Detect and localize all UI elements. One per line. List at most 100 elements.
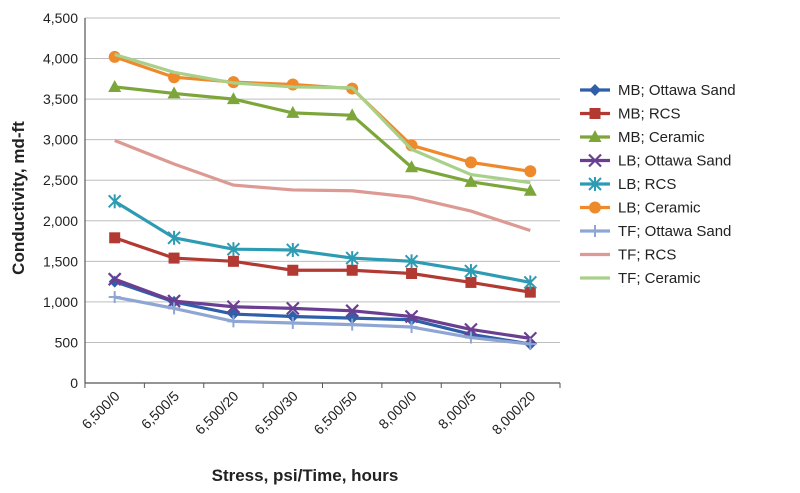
- data-point-marker: [345, 304, 359, 318]
- series-tf-ceramic: [114, 52, 531, 185]
- data-point-marker: [108, 291, 121, 304]
- x-tick-label: 8,000/20: [489, 388, 539, 438]
- data-point-marker: [226, 92, 240, 105]
- y-tick-label: 4,000: [43, 51, 78, 67]
- legend-label: TF; Ottawa Sand: [618, 223, 731, 240]
- data-point-marker: [406, 268, 418, 279]
- legend-item: MB; RCS: [580, 106, 681, 123]
- y-tick-label: 0: [70, 375, 78, 391]
- legend: MB; Ottawa Sand MB; RCS MB; Ceramic LB; Ott…: [580, 82, 736, 287]
- data-point-marker: [345, 108, 359, 121]
- data-point-marker: [589, 225, 601, 237]
- legend-label: LB; Ceramic: [618, 200, 701, 217]
- series-line: [114, 295, 531, 346]
- data-point-marker: [346, 264, 358, 276]
- y-axis-title: Conductivity, md-ft: [9, 121, 28, 275]
- legend-item: TF; Ceramic: [580, 270, 701, 287]
- y-tick-label: 3,500: [43, 91, 78, 107]
- legend-label: LB; Ottawa Sand: [618, 153, 731, 170]
- data-point-marker: [524, 165, 537, 178]
- legend-label: LB; RCS: [618, 176, 676, 193]
- series-tf-ottawa-sand: [108, 291, 537, 351]
- y-tick-label: 2,000: [43, 213, 78, 229]
- legend-item: TF; RCS: [580, 247, 676, 264]
- data-point-marker: [167, 294, 181, 308]
- data-point-marker: [168, 302, 181, 315]
- x-tick-labels: 6,500/0 6,500/5 6,500/20 6,500/30 6,500/50 8,…: [78, 388, 538, 438]
- legend-item: LB; RCS: [580, 176, 676, 193]
- series-line: [114, 85, 531, 193]
- data-point-marker: [107, 194, 122, 209]
- data-point-marker: [345, 251, 359, 266]
- series-line: [114, 236, 531, 294]
- x-tick-label: 6,500/20: [192, 388, 242, 438]
- data-point-marker: [109, 232, 121, 244]
- data-point-marker: [286, 316, 299, 329]
- data-point-marker: [167, 86, 181, 99]
- y-tick-labels: 0 500 1,000 1,500 2,000 2,500 3,000 3,500 4,000 4…: [43, 10, 78, 391]
- data-point-marker: [286, 105, 300, 118]
- y-tick-label: 2,500: [43, 172, 78, 188]
- series-line: [114, 280, 531, 346]
- y-tick-label: 1,500: [43, 253, 78, 269]
- data-point-marker: [286, 242, 300, 257]
- x-axis-title: Stress, psi/Time, hours: [212, 466, 399, 485]
- series-group: [107, 50, 538, 351]
- data-point-marker: [589, 108, 601, 119]
- series-line: [114, 138, 531, 233]
- data-point-marker: [167, 230, 181, 245]
- axes: [84, 18, 561, 388]
- data-point-marker: [464, 331, 477, 344]
- series-lb-ottawa-sand: [107, 272, 538, 346]
- legend-item: LB; Ceramic: [580, 200, 701, 217]
- data-point-marker: [588, 153, 602, 168]
- x-tick-label: 6,500/50: [310, 388, 360, 438]
- data-point-marker: [286, 78, 299, 91]
- data-point-marker: [524, 286, 536, 298]
- series-line: [114, 277, 531, 340]
- series-line: [114, 52, 531, 185]
- y-tick-label: 3,000: [43, 132, 78, 148]
- x-tick-label: 8,000/0: [375, 388, 419, 432]
- x-tick-label: 6,500/0: [78, 388, 122, 432]
- data-point-marker: [405, 321, 418, 334]
- data-point-marker: [107, 272, 122, 286]
- legend-label: MB; Ceramic: [618, 129, 705, 146]
- legend-item: LB; Ottawa Sand: [580, 153, 731, 170]
- legend-item: MB; Ceramic: [580, 129, 705, 146]
- y-tick-label: 500: [55, 334, 79, 350]
- data-point-marker: [287, 264, 299, 276]
- data-point-marker: [227, 255, 239, 267]
- y-tick-label: 1,000: [43, 294, 78, 310]
- data-point-marker: [346, 318, 359, 331]
- legend-item: TF; Ottawa Sand: [580, 223, 731, 240]
- series-mb-rcs: [109, 232, 536, 298]
- x-tick-label: 6,500/5: [138, 388, 182, 432]
- data-point-marker: [108, 79, 122, 92]
- data-point-marker: [523, 275, 538, 290]
- data-point-marker: [464, 322, 478, 337]
- data-point-marker: [286, 301, 300, 316]
- data-point-marker: [168, 252, 180, 264]
- data-point-marker: [464, 156, 477, 169]
- data-point-marker: [465, 276, 477, 288]
- data-point-marker: [464, 174, 478, 187]
- data-point-marker: [404, 309, 419, 324]
- data-point-marker: [464, 264, 478, 279]
- x-tick-label: 6,500/30: [251, 388, 301, 438]
- series-mb-ceramic: [108, 79, 537, 196]
- data-point-marker: [405, 160, 419, 173]
- data-point-marker: [588, 130, 602, 142]
- series-tf-rcs: [114, 138, 531, 233]
- data-point-marker: [588, 177, 602, 191]
- legend-item: MB; Ottawa Sand: [580, 82, 736, 99]
- legend-label: TF; Ceramic: [618, 270, 701, 287]
- data-point-marker: [226, 242, 241, 257]
- data-point-marker: [589, 84, 601, 96]
- data-point-marker: [226, 299, 241, 314]
- legend-label: MB; RCS: [618, 106, 681, 123]
- data-point-marker: [286, 310, 299, 323]
- data-point-marker: [524, 338, 537, 351]
- series-lb-rcs: [107, 194, 538, 290]
